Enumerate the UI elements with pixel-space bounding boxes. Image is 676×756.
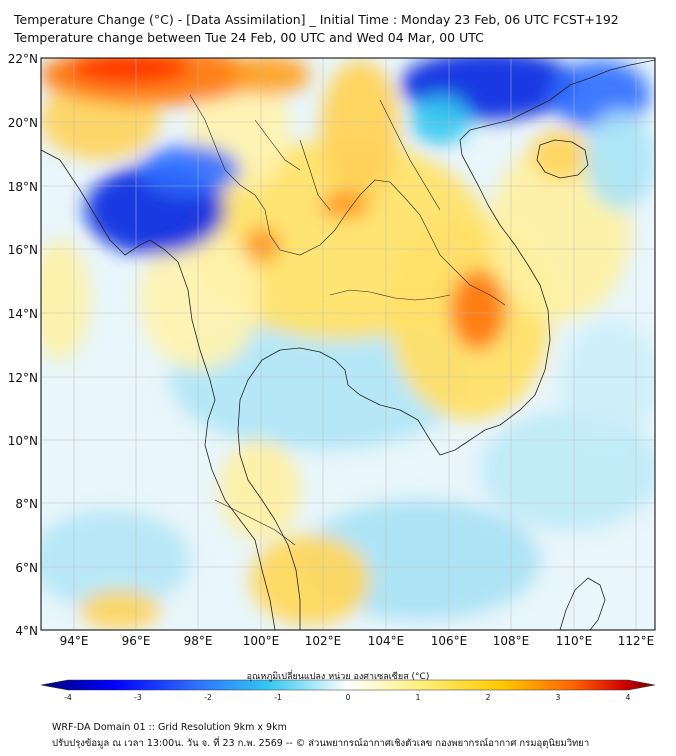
lon-tick-label: 112°E [618,634,655,648]
lat-tick-label: 8°N [15,497,38,511]
colorbar: -4 -3 -2 -1 0 1 2 3 4 [40,679,656,702]
colorbar-tick-label: -1 [274,693,282,702]
lat-tick-label: 10°N [8,434,38,448]
lat-tick-label: 6°N [15,561,38,575]
colorbar-tick-label: -4 [64,693,72,702]
lat-tick-label: 22°N [8,52,38,66]
colorbar-label: อุณหภูมิเปลี่ยนแปลง หน่วย องศาเซลเซียส (… [246,672,430,682]
colorbar-tick-label: -3 [134,693,142,702]
map-subtitle: Temperature change between Tue 24 Feb, 0… [14,30,484,45]
colorbar-tick-label: -2 [204,693,212,702]
lat-tick-label: 20°N [8,116,38,130]
lat-tick-label: 14°N [8,307,38,321]
footer-update-info: ปรับปรุงข้อมูล ณ เวลา 13:00น. วัน จ. ที่… [52,738,590,749]
lon-tick-label: 98°E [184,634,213,648]
colorbar-tick-label: 1 [416,693,421,702]
lon-tick-label: 110°E [556,634,593,648]
lon-tick-label: 96°E [122,634,151,648]
lon-tick-label: 102°E [305,634,342,648]
colorbar-tick-label: 2 [486,693,491,702]
footer-model-info: WRF-DA Domain 01 :: Grid Resolution 9km … [52,722,287,733]
lon-tick-label: 108°E [493,634,530,648]
lat-tick-label: 12°N [8,371,38,385]
lat-tick-label: 16°N [8,243,38,257]
map-title: Temperature Change (°C) - [Data Assimila… [14,12,619,27]
colorbar-tick-label: 4 [626,693,631,702]
coastlines [41,59,655,630]
lat-tick-label: 4°N [15,624,38,638]
plot-frame [40,57,656,631]
lat-tick-label: 18°N [8,180,38,194]
country-borders [189,94,506,546]
lon-tick-label: 100°E [243,634,280,648]
colorbar-bar [40,679,656,691]
lon-tick-label: 106°E [431,634,468,648]
lon-tick-label: 104°E [368,634,405,648]
colorbar-tick-label: 3 [556,693,561,702]
lon-tick-label: 94°E [60,634,89,648]
colorbar-tick-label: 0 [346,693,351,702]
temperature-field [41,58,655,630]
